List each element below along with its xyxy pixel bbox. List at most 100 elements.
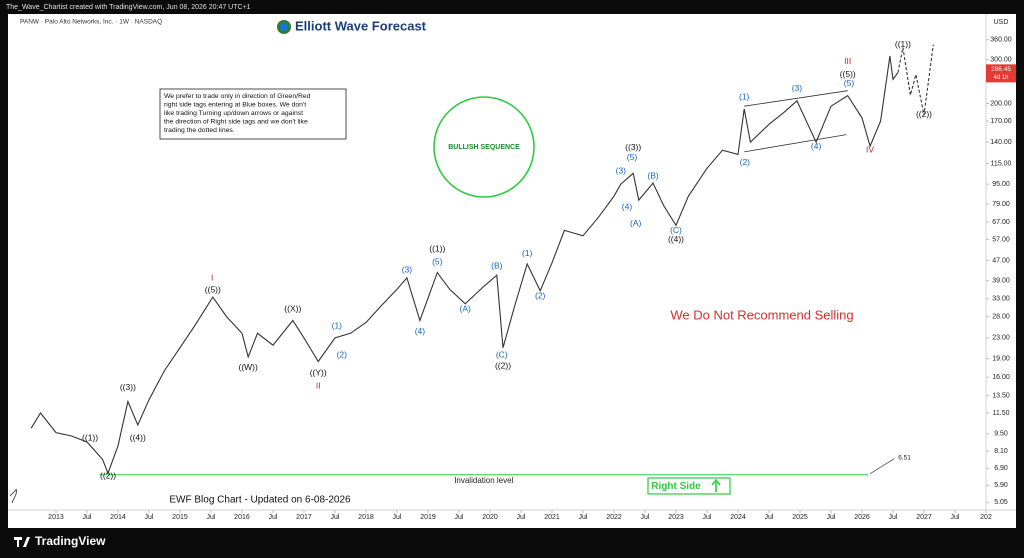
badge: BULLISH SEQUENCE — [448, 144, 520, 151]
x-tick-label: 2018 — [358, 514, 374, 521]
note: We prefer to trade only in direction of … — [164, 93, 311, 134]
wave-label: ((5)) — [205, 284, 221, 294]
x-tick-label: Jul — [330, 514, 339, 521]
x-tick-label: Jul — [951, 514, 960, 521]
wave-label: ((3)) — [625, 142, 641, 152]
wave-label: (5) — [627, 152, 638, 162]
wave-label: (5) — [844, 78, 855, 88]
x-tick-label: 2020 — [482, 514, 498, 521]
x-tick-label: 2024 — [730, 514, 746, 521]
x-tick-label: 2021 — [544, 514, 560, 521]
note-line: trading the dotted lines. — [164, 127, 235, 134]
y-tick-label: 8.10 — [994, 448, 1008, 455]
wave-label: (A) — [460, 303, 472, 313]
wave-label: (1) — [332, 321, 343, 331]
y-tick-label: 19.00 — [992, 355, 1010, 362]
x-tick-label: Jul — [579, 514, 588, 521]
wave-label: (5) — [432, 256, 443, 266]
logo: Elliott Wave Forecast — [277, 18, 427, 34]
y-tick-label: 28.00 — [992, 313, 1010, 320]
wave-label: ((4)) — [668, 234, 684, 244]
x-tick-label: 2022 — [606, 514, 622, 521]
y-tick-label: 16.00 — [992, 374, 1010, 381]
badge-circle — [433, 96, 535, 198]
logo-icon-inner — [280, 23, 288, 31]
x-tick-label: Jul — [517, 514, 526, 521]
wave-label: (2) — [337, 349, 348, 359]
x-tick-label: Jul — [392, 514, 401, 521]
x-tick-label: Jul — [641, 514, 650, 521]
wave-label: (B) — [491, 260, 503, 270]
trendline — [744, 90, 848, 107]
x-tick-label: Jul — [82, 514, 91, 521]
y-tick-label: 360.00 — [990, 37, 1012, 44]
wave-label: (4) — [622, 201, 633, 211]
wave-label: (2) — [740, 157, 751, 167]
y-tick-label: 39.00 — [992, 277, 1010, 284]
tool-icon — [9, 488, 17, 504]
chart-area — [8, 14, 1016, 528]
price-line — [30, 55, 899, 475]
invalidation-value: 6.51 — [898, 454, 911, 461]
brand: TradingView — [14, 534, 106, 548]
x-tick-label: 2025 — [792, 514, 808, 521]
wave-label: ((3)) — [120, 382, 136, 392]
x-tick-label: 2026 — [854, 514, 870, 521]
brand-icon — [14, 537, 30, 547]
wave-label: ((5)) — [840, 69, 856, 79]
wave-label: (B) — [647, 171, 659, 181]
x-tick-label: Jul — [455, 514, 464, 521]
warning: We Do Not Recommend Selling — [670, 307, 853, 322]
trendline — [744, 134, 847, 153]
x-tick-label: 2014 — [110, 514, 126, 521]
right-side-label: Right Side — [651, 481, 701, 492]
wave-label: III — [844, 56, 851, 66]
y-tick-label: 11.50 — [993, 410, 1010, 417]
note-line: the direction of Right side tags and we … — [164, 119, 308, 126]
y-tick-label: 300.00 — [990, 56, 1012, 63]
wave-label: (2) — [535, 290, 546, 300]
logo-text: Elliott Wave Forecast — [295, 18, 427, 33]
x-tick-label: 2016 — [234, 514, 250, 521]
y-tick-label: 5.05 — [994, 499, 1008, 506]
invalidation-label: Invalidation level — [454, 476, 513, 485]
y-tick-label: 57.00 — [992, 236, 1010, 243]
x-tick-label: Jul — [889, 514, 898, 521]
invalidation-arrow — [870, 458, 895, 474]
x-tick-label: 2019 — [420, 514, 436, 521]
wave-label: II — [316, 381, 321, 391]
y-tick-label: 170.00 — [990, 118, 1012, 125]
y-tick-label: 115.00 — [991, 160, 1012, 167]
y-tick-label: 140.00 — [990, 139, 1012, 146]
right-side-arrow — [711, 478, 721, 492]
x-tick-label: Jul — [703, 514, 712, 521]
footer-note: EWF Blog Chart - Updated on 6-08-2026 — [169, 495, 351, 506]
wave-label: (3) — [792, 83, 803, 93]
last-price-label: 266.45 — [991, 66, 1011, 73]
wave-label: (4) — [415, 326, 426, 336]
header: The_Wave_Chartist created with TradingVi… — [6, 4, 251, 11]
wave-label: ((Y)) — [310, 367, 327, 377]
wave-label: (1) — [522, 248, 533, 258]
x-tick-label: Jul — [144, 514, 153, 521]
y-tick-label: 13.50 — [992, 392, 1010, 399]
note-line: We prefer to trade only in direction of … — [164, 93, 311, 100]
brand-text: TradingView — [35, 534, 106, 548]
price-line — [897, 44, 934, 116]
y-tick-label: 79.00 — [992, 201, 1010, 208]
x-tick-label: Jul — [206, 514, 215, 521]
wave-label: (C) — [496, 349, 508, 359]
last-price-tag — [986, 64, 1016, 83]
right-side-box — [647, 477, 731, 495]
wave-label: (3) — [616, 166, 627, 176]
wave-label: (3) — [402, 264, 413, 274]
wave-label: IV — [866, 144, 874, 154]
x-tick-label: Jul — [827, 514, 836, 521]
wave-label: ((1)) — [82, 432, 98, 442]
x-tick-label: Jul — [765, 514, 774, 521]
y-tick-label: 33.00 — [992, 296, 1010, 303]
wave-label: ((X)) — [284, 303, 301, 313]
y-tick-label: 5.90 — [994, 482, 1008, 489]
wave-label: (C) — [670, 225, 682, 235]
